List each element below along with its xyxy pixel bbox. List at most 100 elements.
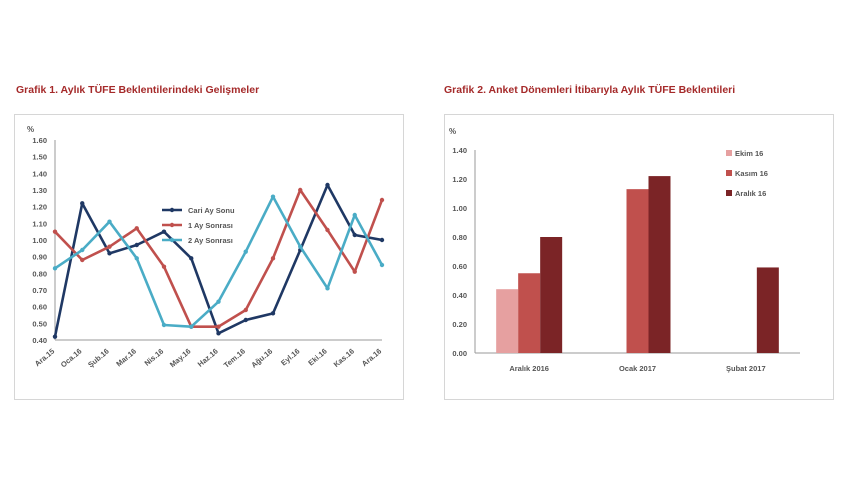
data-point: [189, 324, 194, 329]
x-tick-label: Eki.16: [306, 347, 328, 368]
bar: [756, 267, 779, 353]
bar: [626, 189, 649, 353]
data-point: [379, 262, 385, 268]
x-tick-label: Nis.16: [143, 347, 166, 368]
x-tick-label: Tem.16: [222, 347, 247, 370]
legend-label: 2 Ay Sonrası: [188, 236, 233, 245]
y-tick-label: 0.80: [32, 269, 47, 278]
data-point: [243, 317, 248, 323]
y-tick-label: 0.70: [32, 286, 47, 295]
y-tick-label: 0.60: [452, 262, 467, 271]
bar-chart: % 0.00 0.20 0.40 0.60 0.80 1.00 1.20 1.40 Aralık …: [449, 127, 800, 373]
y-tick-label: 1.40: [32, 169, 47, 178]
data-point: [161, 229, 167, 234]
chart-panel-2: Grafik 2. Anket Dönemleri İtibarıyla Ayl…: [430, 70, 850, 400]
data-point: [243, 307, 248, 313]
x-tick-label: May.16: [168, 347, 193, 370]
x-tick-label: Haz.16: [196, 347, 220, 369]
x-tick-label: Ara.15: [33, 347, 56, 369]
chart-1-frame: [14, 114, 404, 400]
data-point: [161, 322, 167, 328]
y-axis-unit-label: %: [449, 127, 456, 136]
y-tick-label: 0.40: [32, 336, 47, 345]
legend-label: Aralık 16: [735, 189, 766, 198]
data-point: [80, 257, 85, 263]
data-point: [325, 182, 330, 188]
y-tick-label: 0.90: [32, 253, 47, 262]
legend-marker: [169, 222, 175, 228]
data-point: [52, 334, 58, 339]
legend-swatch: [726, 150, 732, 156]
y-tick-label: 1.00: [32, 236, 47, 245]
y-tick-label: 1.50: [32, 153, 47, 162]
legend-marker: [169, 237, 175, 243]
line-chart: % 0.40 0.50 0.60 0.70 0.80 0.90 1.00 1.10 1.20 1.3…: [27, 125, 385, 370]
chart-panel-1: Grafik 1. Aylık TÜFE Beklentilerindeki G…: [0, 70, 420, 400]
x-tick-label: Şub.16: [86, 347, 111, 370]
legend-label: 1 Ay Sonrası: [188, 221, 233, 230]
y-tick-label: 1.00: [452, 204, 467, 213]
legend-swatch: [726, 170, 732, 176]
y-tick-label: 0.40: [452, 291, 467, 300]
chart-2-frame: [444, 114, 834, 400]
legend-label: Ekim 16: [735, 149, 763, 158]
data-point: [298, 187, 303, 193]
data-point: [270, 311, 276, 316]
chart-2-title: Grafik 2. Anket Dönemleri İtibarıyla Ayl…: [444, 84, 736, 96]
data-point: [134, 242, 139, 248]
data-point: [107, 219, 112, 224]
x-tick-label: Ocak 2017: [619, 364, 656, 373]
data-point: [80, 247, 85, 253]
series-line-3: [54, 195, 384, 328]
data-point: [189, 256, 194, 261]
bar: [518, 273, 541, 353]
y-tick-label: 0.80: [452, 233, 467, 242]
x-tick-label: Mar.16: [114, 347, 138, 369]
data-point: [216, 331, 221, 336]
x-tick-label: Ara.16: [360, 347, 383, 369]
y-tick-label: 0.60: [32, 303, 47, 312]
data-point: [270, 256, 276, 261]
data-point: [216, 324, 221, 329]
y-tick-label: 1.20: [32, 203, 47, 212]
data-point: [325, 227, 330, 233]
data-point: [352, 232, 357, 238]
legend-swatch: [726, 190, 732, 196]
x-tick-label: Aralık 2016: [509, 364, 549, 373]
y-tick-label: 1.30: [32, 186, 47, 195]
x-tick-label: Oca.16: [59, 347, 84, 370]
data-point: [52, 229, 58, 234]
legend-label: Kasım 16: [735, 169, 768, 178]
data-point: [52, 266, 58, 271]
bar: [648, 176, 671, 353]
data-point: [352, 269, 357, 274]
bar: [496, 289, 519, 353]
data-point: [134, 226, 139, 231]
y-tick-label: 1.10: [32, 219, 47, 228]
chart-1-title: Grafik 1. Aylık TÜFE Beklentilerindeki G…: [16, 84, 260, 96]
data-point: [216, 299, 221, 304]
data-point: [270, 194, 276, 199]
x-tick-label: Kas.16: [332, 347, 356, 369]
y-tick-label: 1.60: [32, 136, 47, 145]
data-point: [80, 201, 85, 206]
y-tick-label: 0.20: [452, 320, 467, 329]
data-point: [107, 251, 112, 256]
data-point: [379, 237, 385, 243]
data-point: [161, 264, 167, 269]
data-point: [243, 249, 248, 254]
data-point: [107, 244, 112, 249]
bar: [540, 237, 563, 353]
y-tick-label: 1.20: [452, 175, 467, 184]
legend-marker: [169, 207, 175, 213]
data-point: [134, 256, 139, 261]
y-axis-unit-label: %: [27, 125, 34, 134]
x-tick-label: Ağu.16: [249, 347, 274, 370]
x-tick-label: Şubat 2017: [726, 364, 766, 373]
y-tick-label: 1.40: [452, 146, 467, 155]
y-tick-label: 0.00: [452, 349, 467, 358]
y-tick-label: 0.50: [32, 319, 47, 328]
data-point: [298, 244, 303, 249]
data-point: [352, 212, 357, 218]
x-tick-label: Eyl.16: [279, 347, 301, 368]
